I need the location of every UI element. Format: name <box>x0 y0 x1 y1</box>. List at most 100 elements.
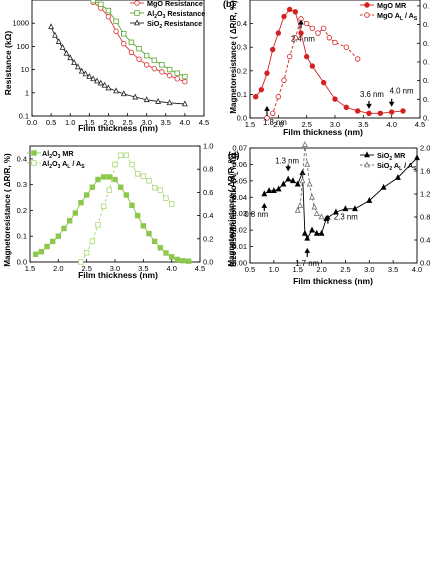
panel-c-series-0-point <box>140 223 147 229</box>
panel-a-legend-markers <box>130 0 144 26</box>
panel-c-series-0-point <box>123 192 130 198</box>
panel-a-xtick-label: 1.0 <box>65 118 75 127</box>
panel-a-series-2-point <box>74 63 81 70</box>
panel-b-legend: MgO MR MgO AL / AS <box>360 1 418 22</box>
panel-c: 1.5 2.0 2.5 3.0 3.5 4.0 4.50.00.10.20.30.40.00… <box>3 142 240 281</box>
panel-c-series-1-point <box>134 171 141 177</box>
panel-b-y2tick-label: 0. <box>423 20 429 29</box>
panel-c-ytick-label: 0.3 <box>17 180 27 189</box>
panel-c-series-0-point <box>163 250 169 256</box>
panel-b-series-1-point <box>269 110 276 116</box>
panel-b-series-0-point <box>377 110 384 116</box>
panel-d-label: (d) <box>228 150 240 160</box>
panel-b-y2tick-label: 0. <box>423 114 429 123</box>
panel-a-series-2-point <box>48 23 55 30</box>
legend-a-marker-2 <box>134 19 140 26</box>
panel-a-series-2-point <box>105 84 112 91</box>
panel-c-series-0-point <box>134 212 141 219</box>
panel-c-series-0-point <box>157 245 164 251</box>
panel-c-series-0-point <box>83 192 90 198</box>
panel-b-series-0-point <box>264 70 270 76</box>
panel-a-xtick-label: 2.0 <box>103 118 113 127</box>
panel-a-series-1-point <box>159 62 165 68</box>
panel-a-series-0-point <box>174 76 180 82</box>
panel-b-series-1-point <box>320 25 327 32</box>
panel-a-series-0-point <box>166 72 173 79</box>
panel-c-ytick-label: 0.4 <box>17 154 27 163</box>
panel-c-series-0-point <box>185 258 192 264</box>
panel-d-series-0-point <box>414 154 420 161</box>
panel-a-series-2-point <box>86 72 93 79</box>
panel-d-series-0-point <box>366 196 373 203</box>
panel-d-xtick-label: 1.0 <box>269 265 279 274</box>
panel-c-series-0-point <box>66 218 73 224</box>
panel-c-series-0-point <box>72 210 79 216</box>
panel-b-series-1-point <box>275 94 282 100</box>
panel-d-ylabel: Magnetoresistance ( ΔR/R, %) <box>227 153 236 267</box>
panel-a-series-1-point <box>105 7 112 14</box>
panel-b-series-0-point <box>309 63 316 69</box>
panel-b-series-1-point <box>292 35 299 41</box>
panel-c-y2label: Size distribution ratio (AL / AS) <box>229 153 240 268</box>
panel-d-series-1-point <box>313 210 320 217</box>
panel-a-xtick-label: 3.5 <box>161 118 171 127</box>
panel-a-series-2-point <box>67 54 74 61</box>
panel-d-series-0-point <box>380 183 387 190</box>
panel-b-series-0-point <box>275 30 282 36</box>
panel-a-series-1-point <box>128 39 135 46</box>
panel-c-y2tick-label: 1.0 <box>203 142 213 151</box>
panel-b-annotation-0-label: 1.8 nm <box>263 118 287 127</box>
panel-a: 0.0 0.5 1.0 1.5 2.0 2.5 3.0 3.5 4.0 4.5 0.1 1 10 100 1… <box>3 0 209 133</box>
legend-a-marker-0 <box>134 0 140 6</box>
panel-d-series-1-point <box>309 193 315 200</box>
panel-a-series-2-point <box>90 75 97 82</box>
panel-c-series-1-point <box>89 238 96 244</box>
legend-c-marker-0 <box>31 150 37 156</box>
panel-c-xtick-label: 3.5 <box>138 264 148 273</box>
panel-c-series-1-point <box>83 250 90 256</box>
legend-b-ratio: MgO AL / AS <box>377 11 418 22</box>
legend-a-marker-1 <box>134 10 140 16</box>
panel-a-series-2-point <box>166 99 173 106</box>
panel-d-xtick-label: 3.5 <box>388 265 398 274</box>
panel-d-xlabel: Film thickness (nm) <box>293 276 373 286</box>
panel-c-series-1-point <box>168 201 175 207</box>
panel-a-series-0-point <box>143 62 150 68</box>
panel-b-y2tick-label: 0. <box>423 1 429 10</box>
panel-c-xtick-label: 2.0 <box>53 264 63 273</box>
panel-a-series-1-point <box>113 18 119 25</box>
panel-b-series-0-point <box>269 46 276 53</box>
panel-c-series-0-point <box>146 230 152 237</box>
panel-c-series-1-point <box>129 161 135 168</box>
legend-d-mr: SiO2 MR <box>377 151 406 162</box>
panel-d-ytick-label: 0.00 <box>232 259 247 268</box>
panel-c-y2tick-label: 0.0 <box>203 258 213 267</box>
panel-c-y2tick-label: 0.8 <box>203 165 213 174</box>
panel-c-plot: 1.5 2.0 2.5 3.0 3.5 4.0 4.50.00.10.20.30.40.00… <box>17 142 214 274</box>
panel-a-series-0-point <box>136 56 142 62</box>
panel-c-xtick-label: 2.5 <box>81 264 91 273</box>
panel-a-xtick-label: 4.5 <box>199 118 209 127</box>
panel-b-series-0-point <box>388 109 395 115</box>
panel-b-series-0-point <box>292 9 299 15</box>
panel-d-annotation-0-label: 0.8 nm <box>244 210 268 219</box>
panel-c-series-0-point <box>117 184 124 190</box>
legend-b-marker-1 <box>364 12 370 18</box>
panel-b-annotation-0-head <box>264 105 270 111</box>
panel-c-xtick-label: 4.5 <box>195 264 205 273</box>
panel-a-series-1-point <box>166 66 173 73</box>
panel-d-xtick-label: 0.5 <box>245 265 255 274</box>
panel-a-series-2-point <box>82 70 89 77</box>
panel-c-series-0-point <box>112 176 118 183</box>
panel-b-series-1-point <box>354 56 361 62</box>
panel-a-ytick-label: 100 <box>16 42 29 51</box>
panel-a-xtick-label: 0.5 <box>46 118 56 127</box>
panel-c-series-0-point <box>95 176 101 183</box>
panel-c-y2tick-label: 0.6 <box>203 188 213 197</box>
panel-b-y2tick-label: 0. <box>423 76 429 85</box>
panel-b-annotation-2-head <box>366 103 372 109</box>
panel-d-series-1-point <box>311 203 318 210</box>
panel-b-legend-markers <box>360 2 374 18</box>
panel-a-series-2-point <box>78 67 85 74</box>
